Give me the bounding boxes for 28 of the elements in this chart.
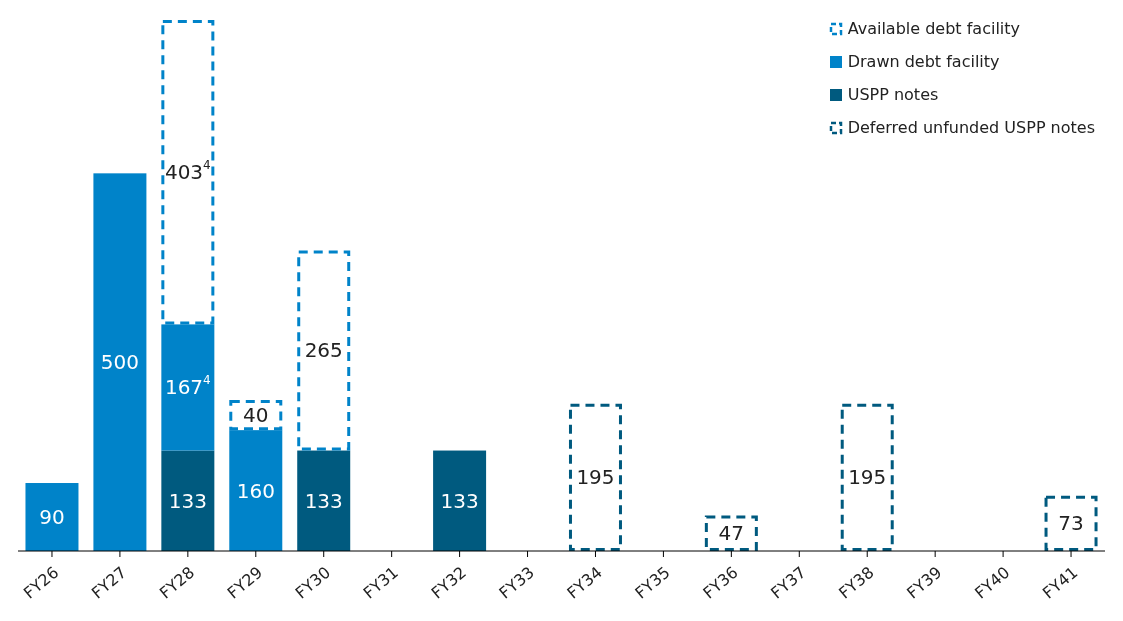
bar	[297, 250, 351, 451]
data-label: 195	[576, 465, 615, 490]
data-label: 133	[168, 488, 207, 513]
data-label: 73	[1058, 511, 1084, 536]
legend-label: Available debt facility	[847, 19, 1021, 38]
legend-label: Drawn debt facility	[847, 52, 1000, 71]
data-label: 133	[440, 488, 479, 513]
legend-label: Deferred unfunded USPP notes	[847, 118, 1095, 137]
bar	[1044, 495, 1098, 551]
bar	[704, 515, 758, 551]
bar	[25, 483, 79, 551]
data-label: 47	[718, 521, 745, 546]
data-label: 133	[304, 488, 343, 513]
bar	[297, 450, 351, 551]
bar	[161, 450, 215, 551]
data-label: 195	[848, 465, 887, 490]
data-label: 160	[236, 478, 275, 503]
data-label: 403$^{4}$	[164, 158, 211, 185]
legend-label: USPP notes	[847, 85, 939, 104]
data-label: 167$^{4}$	[164, 373, 211, 400]
bar	[433, 450, 487, 551]
data-label: 500	[100, 350, 139, 375]
bar	[93, 173, 147, 551]
bar	[840, 403, 894, 551]
bar	[568, 403, 622, 551]
data-label: 90	[39, 505, 65, 530]
data-label: 40	[243, 403, 269, 428]
data-label: 265	[304, 338, 343, 363]
